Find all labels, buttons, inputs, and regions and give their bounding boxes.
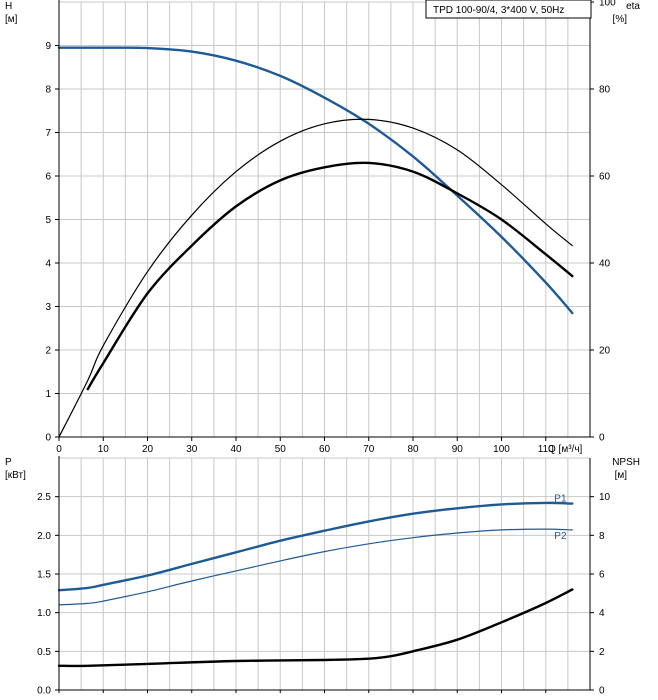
y-tick-label-left: 6 <box>45 172 51 183</box>
x-tick-label: 100 <box>493 444 510 455</box>
y-tick-label-right: 40 <box>599 259 611 270</box>
y-axis-title-right: NPSH <box>612 457 640 468</box>
y-tick-label-left: 4 <box>45 259 51 270</box>
y-tick-label-left: 2.0 <box>37 531 51 542</box>
series-line-p1-2 <box>57 588 574 668</box>
y-axis-unit-left: [м] <box>5 14 18 25</box>
chart-title: TPD 100-90/4, 3*400 V, 50Hz <box>433 5 564 16</box>
y-tick-label-right: 10 <box>599 492 611 503</box>
x-tick-label: 110 <box>538 444 554 455</box>
y-tick-label-right: 0 <box>599 433 605 444</box>
title-box: TPD 100-90/4, 3*400 V, 50Hz <box>425 0 592 19</box>
y-tick-label-left: 3 <box>45 302 51 313</box>
y-tick-label-right: 0 <box>599 686 605 697</box>
y-axis-title-left: H <box>5 1 12 12</box>
y-tick-label-right: 20 <box>599 346 611 357</box>
y-tick-label-right: 4 <box>599 608 605 619</box>
y-tick-label-right: 100 <box>599 0 616 9</box>
y-tick-label-left: 7 <box>45 128 51 139</box>
x-tick-label: 80 <box>407 444 419 455</box>
y-tick-label-left: 1.5 <box>37 570 51 581</box>
y-tick-label-left: 2.5 <box>37 492 51 503</box>
y-axis-unit-left: [кВт] <box>5 470 26 481</box>
series-label-p2: P2 <box>554 531 567 542</box>
x-tick-label: 30 <box>186 444 198 455</box>
y-tick-label-right: 6 <box>599 570 605 581</box>
y-tick-label-left: 9 <box>45 41 51 52</box>
x-tick-label: 70 <box>363 444 375 455</box>
y-tick-label-left: 0 <box>45 433 51 444</box>
x-tick-label: 40 <box>230 444 242 455</box>
x-tick-label: 0 <box>56 444 62 455</box>
x-tick-label: 50 <box>275 444 287 455</box>
y-tick-label-left: 8 <box>45 85 51 96</box>
x-tick-label: 20 <box>142 444 154 455</box>
series-line-p0-0 <box>57 46 574 315</box>
y-axis-title-right: eta <box>626 1 640 12</box>
y-axis-unit-right: [м] <box>615 470 628 481</box>
y-axis-unit-right: [%] <box>613 14 628 25</box>
y-tick-label-left: 2 <box>45 346 51 357</box>
y-tick-label-right: 2 <box>599 647 605 658</box>
series-line-p2 <box>58 528 573 606</box>
series-line-p0-2 <box>86 161 574 391</box>
y-axis-title-left: P <box>5 457 12 468</box>
y-tick-label-left: 1 <box>45 389 51 400</box>
y-tick-label-left: 0.5 <box>37 647 51 658</box>
series-line-p1 <box>57 501 574 592</box>
y-tick-label-left: 5 <box>45 215 51 226</box>
y-tick-label-right: 8 <box>599 531 605 542</box>
y-tick-label-right: 80 <box>599 85 611 96</box>
y-tick-label-right: 60 <box>599 172 611 183</box>
y-tick-label-left: 0.0 <box>37 686 51 697</box>
y-tick-label-left: 1.0 <box>37 608 51 619</box>
x-tick-label: 10 <box>98 444 110 455</box>
x-tick-label: 90 <box>452 444 464 455</box>
series-label-p1: P1 <box>554 494 567 505</box>
x-tick-label: 60 <box>319 444 331 455</box>
x-axis-title: Q [м³/ч] <box>548 444 583 455</box>
series-line-p0-1 <box>58 118 573 438</box>
